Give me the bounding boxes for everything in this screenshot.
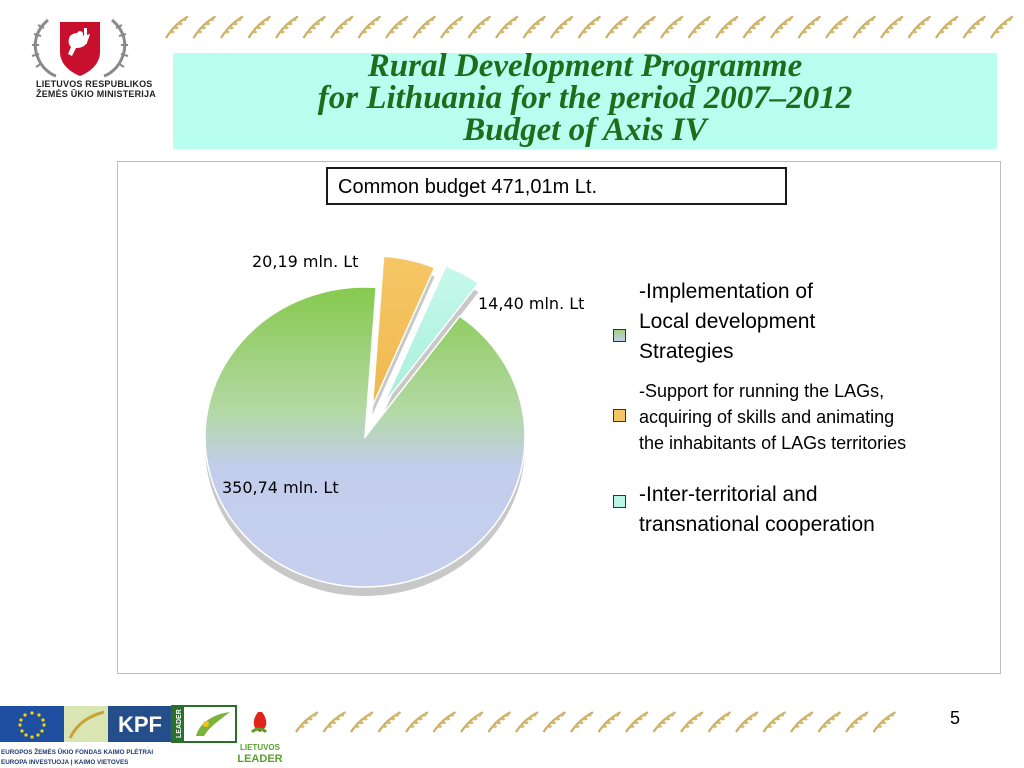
wheat-ear-icon: [597, 711, 622, 733]
wheat-ear-icon: [487, 711, 512, 733]
legend-item-implementation: -Implementation of Local development Str…: [639, 277, 815, 367]
leader-vertical-label: LEADER: [176, 709, 183, 738]
legend-line: transnational cooperation: [639, 513, 875, 536]
pie-slice-implementation: [204, 286, 526, 588]
wheat-ear-icon: [660, 15, 684, 39]
wheat-ear-icon: [275, 15, 299, 39]
page-number: 5: [950, 708, 961, 728]
ministry-name: LIETUVOS RESPUBLIKOS ŽEMĖS ŪKIO MINISTER…: [36, 79, 156, 99]
legend-line: acquiring of skills and animating: [639, 407, 895, 427]
wheat-ear-icon: [467, 15, 492, 39]
kpf-logo: [108, 706, 172, 742]
wheat-ear-icon: [542, 711, 567, 733]
data-label-implementation: 350,74 mln. Lt: [222, 478, 339, 497]
wheat-ear-icon: [412, 15, 437, 39]
wheat-ear-icon: [570, 711, 594, 733]
wheat-ear-icon: [652, 711, 677, 733]
kpf-label: KPF: [118, 712, 162, 737]
wheat-ear-icon: [817, 711, 842, 733]
ministry-logo: [26, 14, 156, 104]
lt-leader-line-2: LEADER: [237, 753, 282, 765]
wheat-ear-icon: [220, 15, 244, 39]
wheat-ear-icon: [377, 711, 402, 733]
wheat-ear-icon: [872, 711, 897, 733]
wheat-ear-icon: [762, 711, 787, 733]
fund-line-2: EUROPA INVESTUOJA Į KAIMO VIETOVES: [1, 759, 128, 766]
ministry-line-1: LIETUVOS RESPUBLIKOS: [36, 79, 153, 89]
wheat-ear-icon: [295, 711, 319, 733]
wheat-ear-icon: [522, 15, 547, 39]
wheat-ear-icon: [797, 15, 822, 39]
common-budget-note: Common budget 471,01m Lt.: [326, 167, 787, 205]
title-line-2: for Lithuania for the period 2007–2012: [317, 80, 853, 116]
wheat-ear-icon: [460, 711, 484, 733]
wheat-ear-icon: [632, 15, 657, 39]
legend-item-cooperation: -Inter-territorial and transnational coo…: [639, 480, 875, 540]
wheat-ear-icon: [432, 711, 457, 733]
wheat-ear-icon: [742, 15, 767, 39]
wheat-ear-icon: [990, 15, 1014, 39]
wheat-ear-icon: [735, 711, 759, 733]
legend-line: the inhabitants of LAGs territories: [639, 433, 907, 453]
wheat-ear-icon: [385, 15, 409, 39]
wheat-ear-icon: [440, 15, 464, 39]
wheat-ear-icon: [825, 15, 849, 39]
wheat-ear-icon: [515, 711, 539, 733]
wheat-decoration-top: [165, 15, 1014, 39]
wheat-ear-icon: [625, 711, 649, 733]
legend-swatch-support: [613, 409, 626, 422]
wheat-ear-icon: [907, 15, 932, 39]
eu-stars-icon: [18, 711, 46, 739]
wheat-ear-icon: [880, 15, 904, 39]
legend-line: Local development: [639, 310, 816, 333]
wheat-ear-icon: [577, 15, 602, 39]
wheat-ear-icon: [357, 15, 382, 39]
pie-slice-support: [371, 255, 436, 407]
wheat-ear-icon: [845, 711, 869, 733]
title-line-1: Rural Development Programme: [367, 48, 803, 84]
title-box: Rural Development Programme for Lithuani…: [173, 49, 997, 149]
legend-swatch-implementation: [613, 329, 626, 342]
wheat-ear-icon: [330, 15, 354, 39]
legend-item-support: -Support for running the LAGs, acquiring…: [639, 378, 906, 456]
wheat-ear-icon: [192, 15, 217, 39]
ministry-line-2: ŽEMĖS ŪKIO MINISTERIJA: [36, 89, 156, 99]
wheat-ear-icon: [852, 15, 877, 39]
lt-leader-line-1: LIETUVOS: [240, 743, 281, 752]
wheat-ear-icon: [715, 15, 739, 39]
lietuvos-leader-icon: [253, 712, 267, 732]
wheat-ear-icon: [680, 711, 704, 733]
wheat-ear-icon: [962, 15, 987, 39]
wheat-ear-icon: [247, 15, 272, 39]
footer-logos: KPF LEADER LIETUVOS LEADER EUROPOS ŽEMĖS…: [0, 705, 283, 766]
wheat-ear-icon: [935, 15, 959, 39]
legend-line: Strategies: [639, 340, 734, 363]
wheat-ear-icon: [770, 15, 794, 39]
legend-line: -Inter-territorial and: [639, 483, 818, 506]
wheat-ear-icon: [707, 711, 732, 733]
wheat-decoration-footer: [295, 711, 897, 733]
pie-slice-cooperation: [383, 264, 480, 405]
data-label-cooperation: 14,40 mln. Lt: [478, 294, 585, 313]
fund-line-1: EUROPOS ŽEMĖS ŪKIO FONDAS KAIMO PLĖTRAI: [1, 747, 153, 756]
wheat-ear-icon: [550, 15, 574, 39]
coat-of-arms-icon: [31, 18, 129, 78]
wheat-ear-icon: [405, 711, 429, 733]
legend-line: -Implementation of: [639, 280, 813, 303]
legend-line: -Support for running the LAGs,: [639, 381, 885, 401]
wheat-ear-icon: [790, 711, 814, 733]
wheat-ear-icon: [687, 15, 712, 39]
wheat-ear-icon: [350, 711, 374, 733]
title-line-3: Budget of Axis IV: [463, 112, 707, 148]
wheat-ear-icon: [165, 15, 189, 39]
wheat-ear-icon: [302, 15, 327, 39]
wheat-ear-icon: [605, 15, 629, 39]
data-label-support: 20,19 mln. Lt: [252, 252, 359, 271]
legend-swatch-cooperation: [613, 495, 626, 508]
wheat-ear-icon: [495, 15, 519, 39]
wheat-ear-icon: [322, 711, 347, 733]
